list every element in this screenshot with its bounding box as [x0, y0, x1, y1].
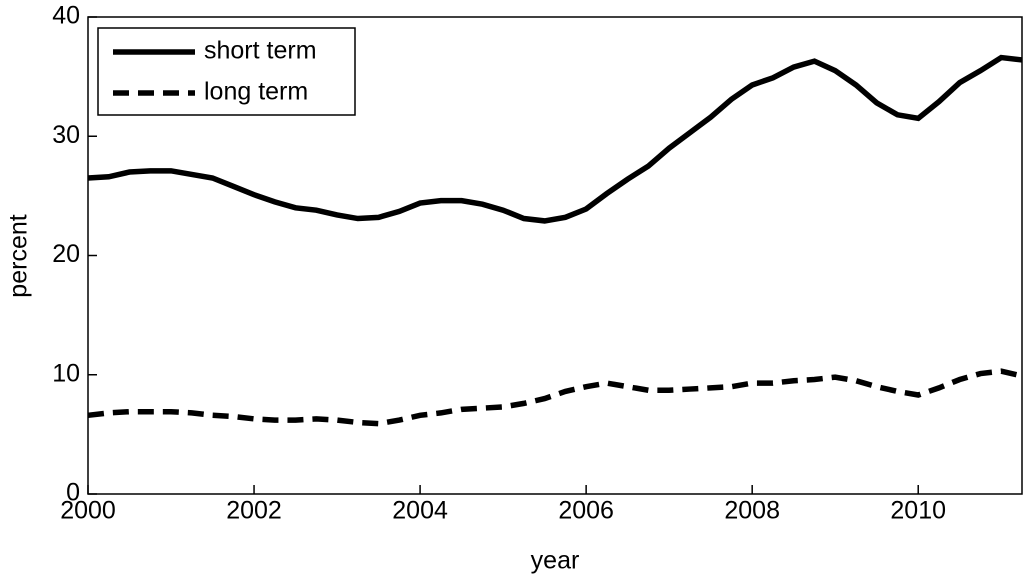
x-tick-label: 2002: [226, 497, 282, 525]
x-axis-label: year: [531, 547, 580, 574]
y-tick-label: 0: [66, 479, 80, 507]
y-tick-label: 40: [52, 2, 80, 30]
series-line: [87, 368, 1023, 427]
y-tick-label: 10: [52, 359, 80, 387]
y-tick-label: 30: [52, 121, 80, 149]
legend-box: [97, 27, 356, 116]
x-tick-label: 2006: [558, 497, 614, 525]
x-tick-label: 2004: [392, 497, 448, 525]
x-tick-label: 2000: [60, 497, 116, 525]
legend-label: short term: [204, 37, 317, 65]
y-axis-label: percent: [5, 214, 33, 297]
legend-label: long term: [204, 78, 308, 106]
series-line: [87, 54, 1023, 224]
y-tick-label: 20: [52, 240, 80, 268]
x-tick-label: 2008: [724, 497, 780, 525]
x-tick-label: 2010: [890, 497, 946, 525]
